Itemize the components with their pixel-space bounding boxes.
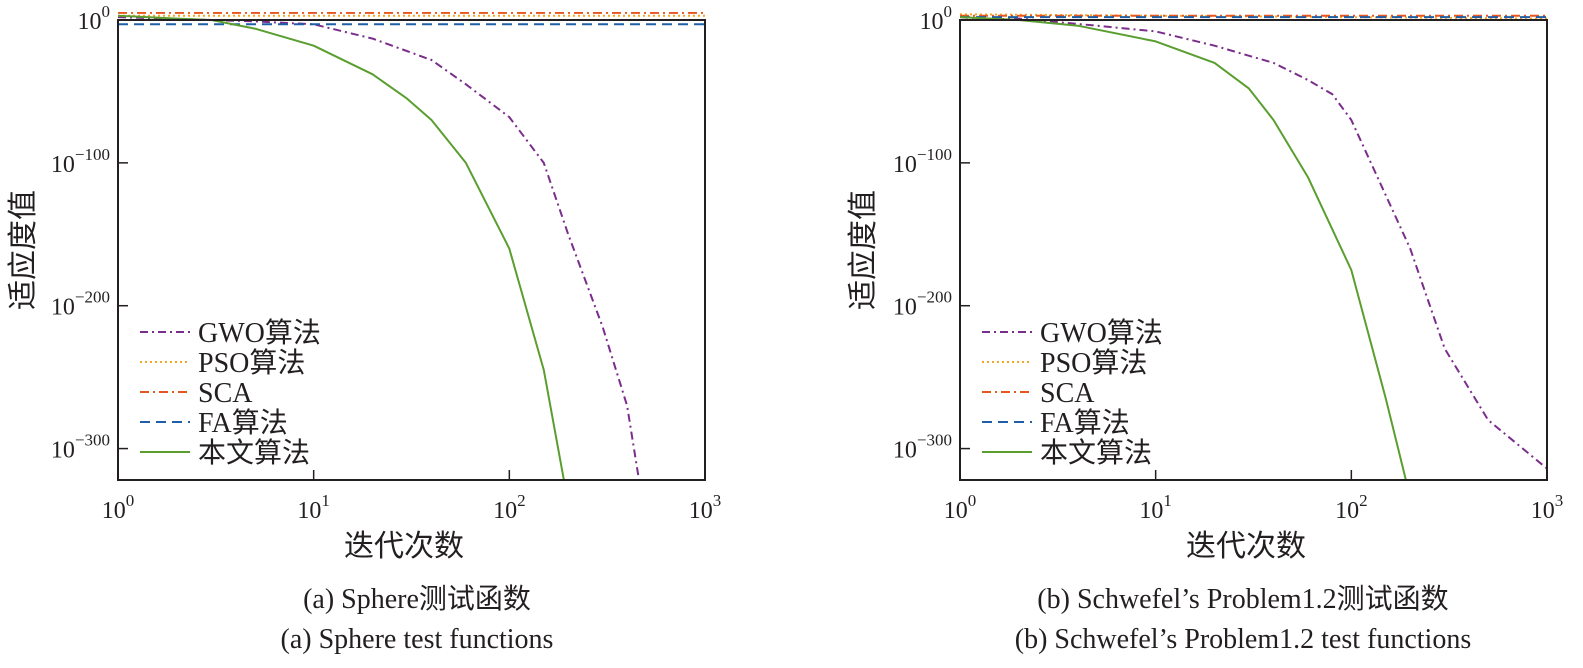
legend-label-2: PSO算法 (198, 347, 305, 379)
y-axis-title: 适应度值 (847, 190, 880, 310)
y-tick-label: 10−200 (51, 288, 110, 321)
plot-frame (959, 19, 1548, 481)
series-line-5 (960, 16, 1407, 480)
y-tick-label: 10−200 (893, 288, 952, 321)
chart-panel-b: 100 101 102 103 100 10−100 10−200 10−300 迭代次数 适应度… (847, 2, 1563, 563)
caption-b-chinese: (b) Schwefel’s Problem1.2测试函数 (1037, 584, 1449, 615)
legend-label-1: GWO算法 (198, 317, 321, 349)
y-tick-label: 100 (78, 2, 111, 35)
y-tick-label: 10−300 (893, 431, 952, 464)
legend-label-3: SCA (1040, 378, 1095, 409)
y-tick-label: 10−100 (51, 145, 110, 178)
y-tick-label: 10−300 (51, 431, 110, 464)
x-tick-label: 103 (1531, 491, 1564, 524)
caption-b-english: (b) Schwefel’s Problem1.2 test functions (1014, 624, 1472, 655)
caption-a-english: (a) Sphere test functions (280, 624, 554, 655)
legend-label-4: FA算法 (198, 407, 288, 439)
legend-label-4: FA算法 (1040, 407, 1130, 439)
legend-label-5: 本文算法 (1040, 437, 1152, 469)
y-axis-title: 适应度值 (7, 190, 40, 310)
caption-a-chinese: (a) Sphere测试函数 (303, 584, 531, 615)
x-tick-label: 102 (493, 491, 526, 524)
y-tick-label: 10−100 (893, 145, 952, 178)
x-axis-title: 迭代次数 (1186, 530, 1306, 563)
series-line-5 (118, 14, 565, 480)
legend-label-5: 本文算法 (198, 437, 310, 469)
x-tick-label: 101 (297, 491, 330, 524)
series-line-1 (118, 16, 640, 480)
legend-label-2: PSO算法 (1040, 347, 1147, 379)
x-tick-label: 100 (102, 491, 135, 524)
x-tick-label: 101 (1139, 491, 1172, 524)
x-tick-label: 103 (689, 491, 722, 524)
plot-frame (117, 19, 706, 481)
legend-label-3: SCA (198, 378, 253, 409)
legend-label-1: GWO算法 (1040, 317, 1163, 349)
series-group (960, 13, 1547, 480)
x-axis-title: 迭代次数 (344, 530, 464, 563)
x-tick-label: 102 (1335, 491, 1368, 524)
chart-panel-a: 100 101 102 103 100 10−100 10−200 10−300 迭代次数 适应度… (7, 2, 721, 563)
y-tick-label: 100 (920, 2, 953, 35)
x-tick-label: 100 (944, 491, 977, 524)
